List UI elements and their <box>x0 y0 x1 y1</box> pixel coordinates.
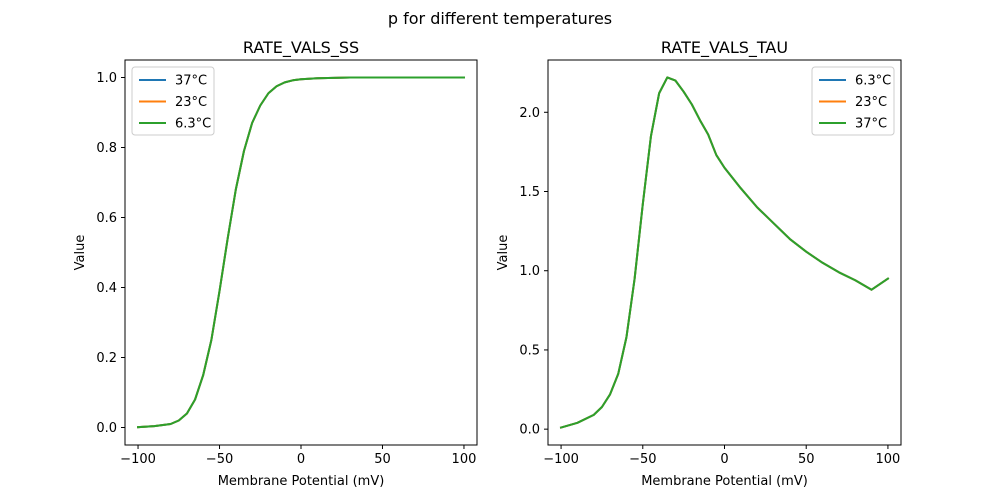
legend-label-1-0: 6.3°C <box>855 74 891 89</box>
x-tick-label-0-4: 100 <box>452 452 477 467</box>
y-tick-label-0-1: 0.2 <box>96 351 117 366</box>
x-tick-label-0-0: −100 <box>120 452 156 467</box>
x-tick-label-1-1: −50 <box>629 452 656 467</box>
x-tick-label-1-0: −100 <box>543 452 579 467</box>
legend-label-1-2: 37°C <box>855 117 887 132</box>
y-tick-label-0-2: 0.4 <box>96 281 117 296</box>
legend-label-0-0: 37°C <box>175 74 207 89</box>
axes-right: −100 −50 0 50 100 0.0 0.5 1.0 1.5 2.0 RATE_VALS_TA… <box>496 38 902 489</box>
x-tick-label-1-3: 50 <box>798 452 815 467</box>
axes-title-1: RATE_VALS_TAU <box>661 38 788 58</box>
x-tick-label-0-3: 50 <box>374 452 391 467</box>
x-tick-label-1-4: 100 <box>876 452 901 467</box>
y-tick-label-1-0: 0.0 <box>519 423 540 438</box>
x-tick-label-1-2: 0 <box>720 452 728 467</box>
x-tick-label-0-2: 0 <box>297 452 305 467</box>
y-tick-label-0-3: 0.6 <box>96 211 117 226</box>
axes-title-0: RATE_VALS_SS <box>243 38 359 58</box>
figure-suptitle: p for different temperatures <box>388 9 612 28</box>
axes-left: −100 −50 0 50 100 0.0 0.2 0.4 0.6 0.8 1.0 RATE_VALS… <box>73 38 478 489</box>
legend-label-0-1: 23°C <box>175 95 207 110</box>
y-axis-label-0: Value <box>73 235 88 271</box>
legend-1: 6.3°C 23°C 37°C <box>811 66 895 136</box>
y-tick-label-1-3: 1.5 <box>519 185 540 200</box>
y-axis-label-1: Value <box>496 235 511 271</box>
y-tick-label-0-4: 0.8 <box>96 141 117 156</box>
y-tick-label-0-0: 0.0 <box>96 421 117 436</box>
y-tick-label-1-4: 2.0 <box>519 106 540 121</box>
x-tick-label-0-1: −50 <box>206 452 233 467</box>
legend-0: 37°C 23°C 6.3°C <box>131 66 215 136</box>
y-tick-label-1-1: 0.5 <box>519 343 540 358</box>
series-line-1-2 <box>559 76 890 429</box>
y-tick-label-0-5: 1.0 <box>96 71 117 86</box>
x-axis-label-1: Membrane Potential (mV) <box>641 474 808 489</box>
y-tick-label-1-2: 1.0 <box>519 264 540 279</box>
series-line-0-2 <box>136 76 465 429</box>
legend-label-0-2: 6.3°C <box>175 117 211 132</box>
legend-label-1-1: 23°C <box>855 95 887 110</box>
legend-box-1 <box>811 66 895 136</box>
x-axis-label-0: Membrane Potential (mV) <box>218 474 385 489</box>
legend-box-0 <box>131 66 215 136</box>
